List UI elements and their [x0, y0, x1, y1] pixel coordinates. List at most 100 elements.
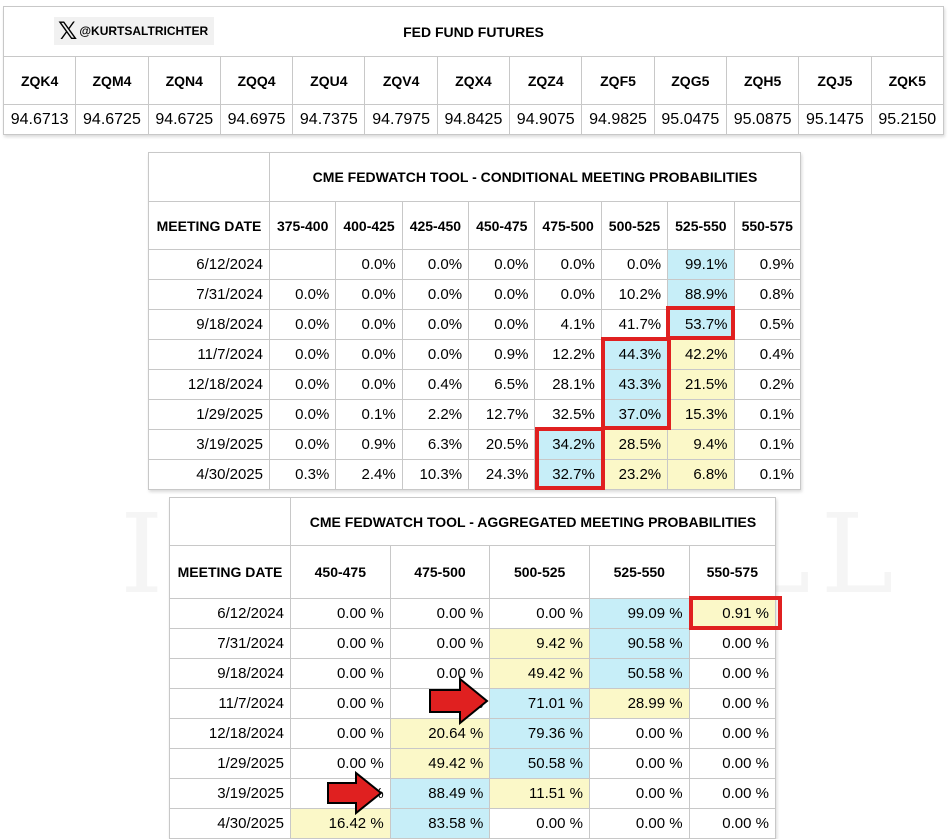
probability-cell: 21.5% — [667, 369, 735, 400]
probability-cell: 0.00 % — [688, 718, 777, 749]
meeting-date: 6/12/2024 — [169, 598, 291, 629]
probability-cell: 0.00 % — [290, 628, 391, 659]
rate-range-header: 475-500 — [534, 201, 602, 250]
contract-price: 94.8425 — [436, 104, 511, 135]
contract-price: 95.0875 — [725, 104, 800, 135]
probability-cell: 10.2% — [600, 279, 669, 310]
contract-price: 94.7975 — [364, 104, 438, 135]
contract-header: ZQN4 — [147, 56, 221, 105]
probability-cell: 0.00 % — [290, 718, 391, 749]
table-row: 1/29/2025 0.0% 0.1% 2.2% 12.7% 32.5% 37.0% 15.3… — [148, 399, 802, 430]
rate-range-header: 500-525 — [600, 201, 669, 250]
probability-cell: 0.00 % — [290, 748, 391, 779]
futures-title-cell: 𝕏 @KURTSALTRICHTER FED FUND FUTURES — [3, 6, 944, 57]
contract-header: ZQG5 — [653, 56, 727, 105]
probability-cell: 32.5% — [534, 399, 602, 430]
contract-price: 94.6975 — [219, 104, 294, 135]
probability-cell: 0.0% — [401, 339, 470, 370]
probability-cell: 0.00 % — [688, 778, 777, 809]
probability-cell: 10.3% — [401, 459, 470, 490]
probability-cell: 0.0% — [268, 369, 337, 400]
probability-cell: 20.64 % — [389, 718, 491, 749]
probability-cell: 0.00 % — [290, 688, 391, 719]
probability-cell: 0.0% — [335, 249, 403, 280]
probability-cell: 0.9% — [733, 249, 802, 280]
contract-price: 95.1475 — [798, 104, 872, 135]
probability-cell — [268, 249, 337, 280]
rate-range-header: 375-400 — [268, 201, 337, 250]
callout-box — [689, 596, 782, 630]
contract-price: 94.6725 — [147, 104, 221, 135]
probability-cell: 0.4% — [401, 369, 470, 400]
x-logo-icon: 𝕏 — [58, 17, 78, 45]
probability-cell: 0.00 % — [489, 598, 590, 629]
probability-cell: 0.9% — [335, 429, 403, 460]
contract-header: ZQF5 — [581, 56, 655, 105]
contract-header: ZQZ4 — [509, 56, 583, 105]
contract-header: ZQH5 — [725, 56, 800, 105]
probability-cell: 6.3% — [401, 429, 470, 460]
probability-cell: 79.36 % — [489, 718, 590, 749]
rate-range-header: 450-475 — [468, 201, 536, 250]
contract-header: ZQX4 — [436, 56, 511, 105]
meeting-date: 11/7/2024 — [148, 339, 270, 370]
probability-cell: 88.49 % — [389, 778, 491, 809]
contract-price: 94.9825 — [581, 104, 655, 135]
probability-cell: 0.0% — [268, 339, 337, 370]
probability-cell: 11.51 % — [489, 778, 590, 809]
contract-price: 94.6725 — [75, 104, 149, 135]
table-row: 12/18/2024 0.0% 0.0% 0.4% 6.5% 28.1% 43.3% 21.5… — [148, 369, 802, 400]
callout-box — [666, 306, 735, 340]
probability-cell: 50.58 % — [489, 748, 590, 779]
probability-cell: 99.1% — [667, 249, 735, 280]
contract-header: ZQK4 — [2, 56, 77, 105]
table-row: 6/12/2024 0.0% 0.0% 0.0% 0.0% 0.0% 99.1% 0.9% — [148, 249, 802, 280]
rate-range-header: 450-475 — [290, 545, 391, 599]
author-handle: @KURTSALTRICHTER — [79, 24, 209, 38]
meeting-date: 3/19/2025 — [169, 778, 291, 809]
probability-cell: 49.42 % — [489, 658, 590, 689]
probability-cell: 0.00 % — [389, 628, 491, 659]
meeting-date: 9/18/2024 — [169, 658, 291, 689]
probability-cell: 0.9% — [468, 339, 536, 370]
probability-cell: 0.00 % — [588, 778, 690, 809]
probability-cell: 0.0% — [335, 309, 403, 340]
table-row: 9/18/2024 0.00 % 0.00 % 49.42 % 50.58 % 0.00 … — [169, 658, 777, 689]
meeting-date: 3/19/2025 — [148, 429, 270, 460]
meeting-date: 6/12/2024 — [148, 249, 270, 280]
table-row: 7/31/2024 0.0% 0.0% 0.0% 0.0% 0.0% 10.2% 88.9% 0… — [148, 279, 802, 310]
probability-cell: 15.3% — [667, 399, 735, 430]
probability-cell: 0.1% — [335, 399, 403, 430]
corner-cell — [169, 497, 291, 546]
probability-cell: 28.99 % — [588, 688, 690, 719]
probability-cell: 0.91 % — [688, 598, 777, 629]
probability-cell: 0.00 % — [688, 628, 777, 659]
probability-cell: 12.7% — [468, 399, 536, 430]
probability-cell: 0.0% — [534, 279, 602, 310]
rate-range-header: 425-450 — [401, 201, 470, 250]
probability-cell: 0.0% — [401, 249, 470, 280]
probability-cell: 16.42 % — [290, 808, 391, 839]
meeting-date: 12/18/2024 — [169, 718, 291, 749]
meeting-date: 7/31/2024 — [148, 279, 270, 310]
meeting-date: 1/29/2025 — [148, 399, 270, 430]
probability-cell: 0.0% — [534, 249, 602, 280]
probability-cell: 28.5% — [600, 429, 669, 460]
table-row: 9/18/2024 0.0% 0.0% 0.0% 0.0% 4.1% 41.7% 53.7% 0… — [148, 309, 802, 340]
probability-cell: 0.00 % — [290, 658, 391, 689]
probability-cell: 0.2% — [733, 369, 802, 400]
table-row: 12/18/2024 0.00 % 20.64 % 79.36 % 0.00 % 0.00… — [169, 718, 777, 749]
probability-cell: 90.58 % — [588, 628, 690, 659]
probability-cell: 0.1% — [733, 399, 802, 430]
probability-cell: 71.01 % — [489, 688, 590, 719]
probability-cell: 0.1% — [733, 429, 802, 460]
meeting-date: 1/29/2025 — [169, 748, 291, 779]
table-row: 7/31/2024 0.00 % 0.00 % 9.42 % 90.58 % 0.00 % — [169, 628, 777, 659]
meeting-date: 11/7/2024 — [169, 688, 291, 719]
probability-cell: 0.00 % — [290, 598, 391, 629]
probability-cell: 0.0% — [268, 309, 337, 340]
rate-range-header: 525-550 — [667, 201, 735, 250]
probability-cell: 20.5% — [468, 429, 536, 460]
meeting-date: 7/31/2024 — [169, 628, 291, 659]
